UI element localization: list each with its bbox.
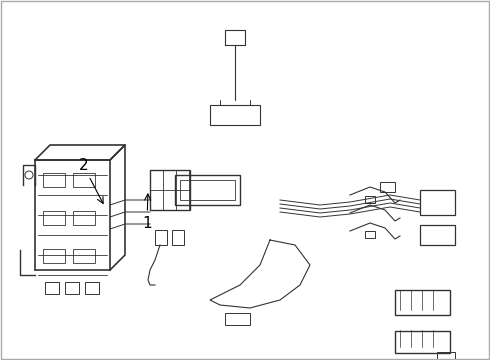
Bar: [395, 290, 450, 315]
Bar: [150, 170, 190, 210]
Bar: [155, 230, 167, 245]
Text: 2: 2: [78, 158, 103, 203]
Bar: [225, 313, 250, 325]
Bar: [43, 249, 65, 263]
Bar: [43, 173, 65, 187]
Bar: [73, 173, 95, 187]
Bar: [437, 352, 455, 360]
Bar: [85, 282, 99, 294]
Text: 1: 1: [142, 194, 152, 231]
Bar: [73, 211, 95, 225]
Bar: [420, 225, 455, 245]
Bar: [73, 249, 95, 263]
Bar: [365, 196, 375, 203]
Bar: [420, 190, 455, 215]
Bar: [180, 180, 235, 200]
Bar: [43, 211, 65, 225]
Bar: [175, 175, 240, 205]
Bar: [65, 282, 79, 294]
Bar: [365, 231, 375, 238]
Bar: [45, 282, 59, 294]
Bar: [395, 331, 450, 353]
Bar: [210, 105, 260, 125]
Bar: [172, 230, 184, 245]
Bar: [380, 182, 395, 192]
